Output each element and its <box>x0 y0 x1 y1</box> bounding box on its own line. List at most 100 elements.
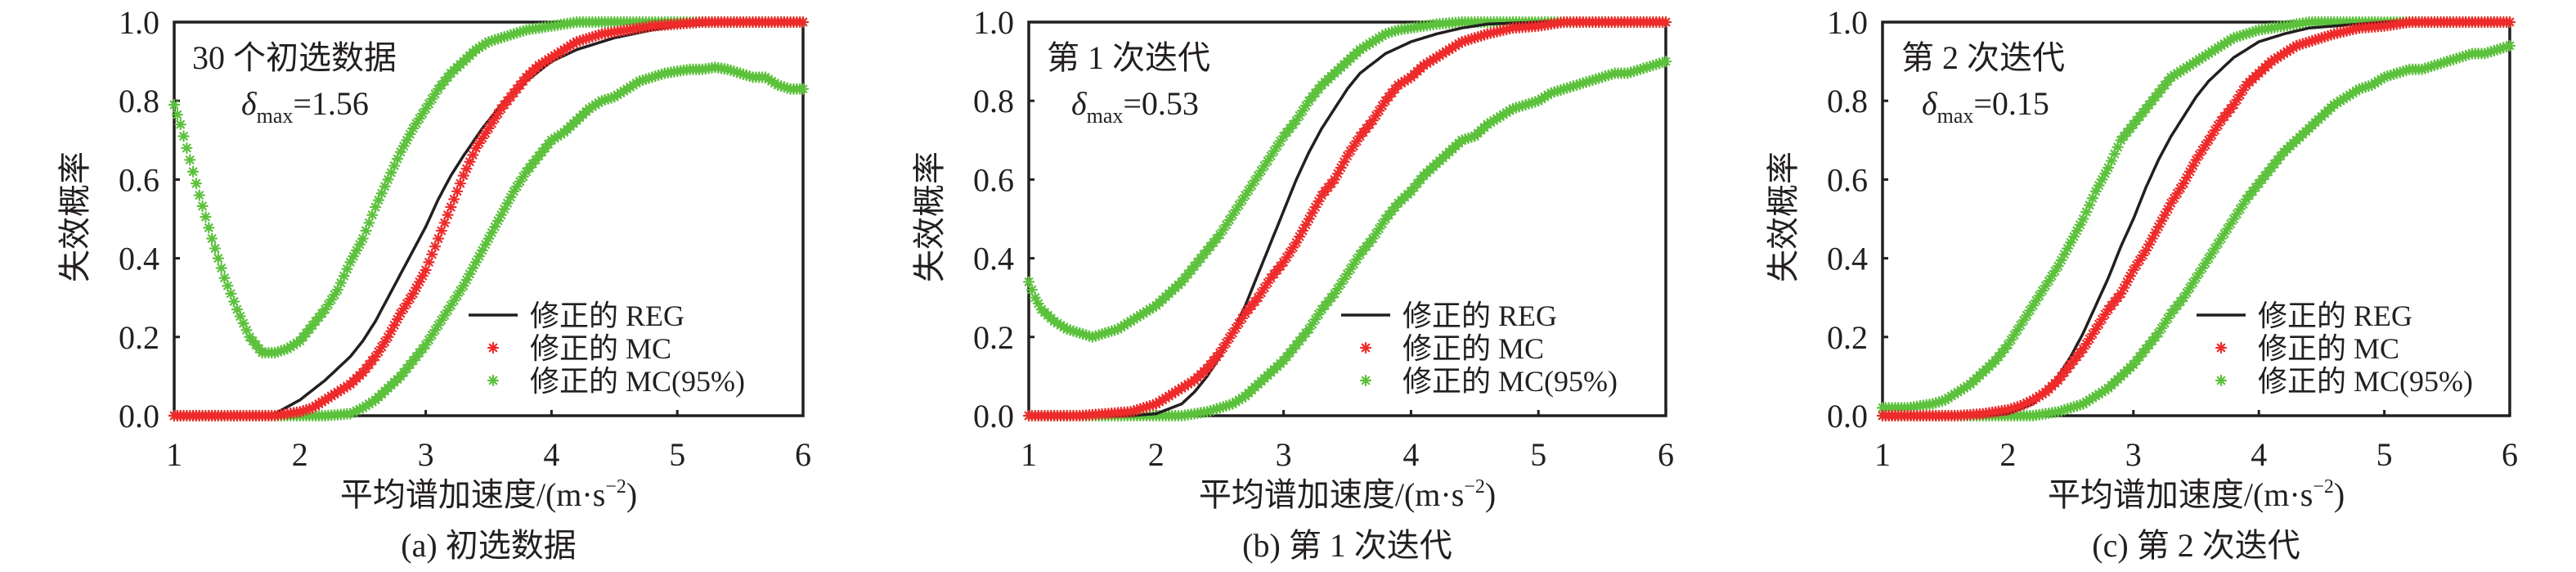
legend-entry: 修正的 MC(95%) <box>530 365 745 398</box>
data-point <box>420 263 432 277</box>
delta-max-annotation: δmax=0.53 <box>1071 85 1199 128</box>
legend-mc-swatch <box>487 341 500 354</box>
delta-max-annotation: δmax=0.15 <box>1922 85 2049 128</box>
data-point <box>209 242 222 254</box>
series-mc <box>1876 16 2516 422</box>
delta-max-annotation: δmax=1.56 <box>241 85 369 128</box>
data-point <box>426 329 438 341</box>
legend-entry: 修正的 MC <box>530 332 671 365</box>
legend-mc-swatch <box>2215 341 2228 354</box>
data-point <box>797 16 810 29</box>
x-tick-label: 1 <box>1021 436 1037 473</box>
x-tick-label: 2 <box>292 436 308 473</box>
y-axis-title: 失效概率 <box>1765 151 1802 282</box>
y-tick-label: 0.4 <box>973 241 1014 277</box>
data-point <box>1025 283 1038 296</box>
x-tick-label: 1 <box>166 436 182 473</box>
data-point <box>426 248 438 260</box>
x-axis-title: 平均谱加速度/(m·s−2) <box>1199 476 1496 513</box>
y-tick-label: 0.4 <box>1827 241 1868 277</box>
series-mc <box>168 16 810 422</box>
delta-symbol: δ <box>1922 85 1938 122</box>
x-tick-label: 3 <box>418 436 434 473</box>
series-reg <box>1883 20 2510 417</box>
data-point <box>404 128 416 141</box>
data-point <box>218 272 231 284</box>
legend-entry: 修正的 MC(95%) <box>2258 365 2473 398</box>
x-axis-title-sup: −2 <box>2313 476 2334 498</box>
x-axis-title-close: ) <box>1485 476 1496 513</box>
data-point <box>227 295 240 308</box>
legend-entry: 修正的 REG <box>2258 300 2412 332</box>
x-axis-title-main: 平均谱加速度/(m·s <box>340 476 605 513</box>
panel-caption: (b) 第 1 次迭代 <box>1242 527 1452 564</box>
y-tick-label: 1.0 <box>1827 4 1868 41</box>
y-tick-label: 0.2 <box>973 319 1014 356</box>
x-tick-label: 4 <box>1402 436 1419 473</box>
data-point <box>193 189 205 201</box>
data-point <box>2103 161 2115 174</box>
y-tick-label: 1.0 <box>119 4 159 41</box>
y-tick-label: 0.2 <box>1827 319 1868 356</box>
data-point <box>2183 281 2196 294</box>
data-point <box>2503 16 2516 29</box>
y-tick-label: 0.0 <box>119 398 159 435</box>
data-point <box>2058 248 2071 260</box>
y-tick-label: 0.2 <box>119 319 159 356</box>
series-mc <box>1022 16 1672 422</box>
delta-subscript: max <box>1087 104 1124 128</box>
data-point <box>2197 262 2209 274</box>
x-tick-label: 4 <box>543 436 559 473</box>
panel-b: 0.0 0.2 0.4 0.6 0.8 1.0 1 2 3 4 5 6 失效概率平均谱加速度/(m·s−… <box>911 4 1674 564</box>
data-point <box>448 193 460 205</box>
x-tick-label: 6 <box>795 436 811 473</box>
x-axis-title-sup: −2 <box>605 476 626 498</box>
data-point <box>174 118 186 131</box>
x-tick-label: 5 <box>1530 436 1546 473</box>
data-point <box>225 287 237 300</box>
y-tick-label: 0.6 <box>119 161 159 198</box>
data-point <box>442 304 454 317</box>
data-point <box>190 178 203 190</box>
y-tick-label: 1.0 <box>973 4 1014 41</box>
data-point <box>442 209 454 221</box>
reg-curve <box>1029 20 1666 417</box>
delta-subscript: max <box>1937 104 1974 128</box>
legend-mc-swatch <box>1359 341 1372 354</box>
data-point <box>184 154 196 166</box>
legend-mc95-swatch <box>2215 374 2228 387</box>
plot-area <box>1022 16 1672 422</box>
y-tick-label: 0.6 <box>973 161 1014 198</box>
legend-mc95-swatch <box>487 374 500 387</box>
data-point <box>797 83 810 95</box>
x-tick-label: 5 <box>2376 436 2393 473</box>
panel-caption: (c) 第 2 次迭代 <box>2092 527 2300 564</box>
data-point <box>451 185 464 197</box>
y-tick-label: 0.0 <box>1827 398 1868 435</box>
y-tick-label: 0.8 <box>119 83 159 119</box>
x-axis-title: 平均谱加速度/(m·s−2) <box>340 476 637 513</box>
data-point <box>2234 203 2246 215</box>
x-axis-title-close: ) <box>2334 476 2345 513</box>
x-tick-label: 3 <box>1276 436 1292 473</box>
data-point <box>1659 55 1672 68</box>
data-point <box>454 178 466 190</box>
y-tick-label: 0.0 <box>973 398 1014 435</box>
x-tick-label: 2 <box>1148 436 1165 473</box>
plot-area <box>1876 16 2516 422</box>
x-axis-title: 平均谱加速度/(m·s−2) <box>2048 476 2345 513</box>
x-axis-title-main: 平均谱加速度/(m·s <box>2048 476 2313 513</box>
x-tick-label: 3 <box>2125 436 2142 473</box>
data-point <box>177 130 190 142</box>
data-point <box>432 232 445 245</box>
panel-caption: (a) 初选数据 <box>401 527 576 564</box>
data-point <box>423 256 435 268</box>
delta-value: =0.53 <box>1123 85 1199 122</box>
delta-subscript: max <box>257 104 294 128</box>
data-point <box>196 200 209 212</box>
data-point <box>2096 173 2108 186</box>
x-tick-label: 6 <box>2502 436 2518 473</box>
data-point <box>360 224 372 237</box>
data-point <box>168 98 181 111</box>
data-point <box>438 217 451 229</box>
